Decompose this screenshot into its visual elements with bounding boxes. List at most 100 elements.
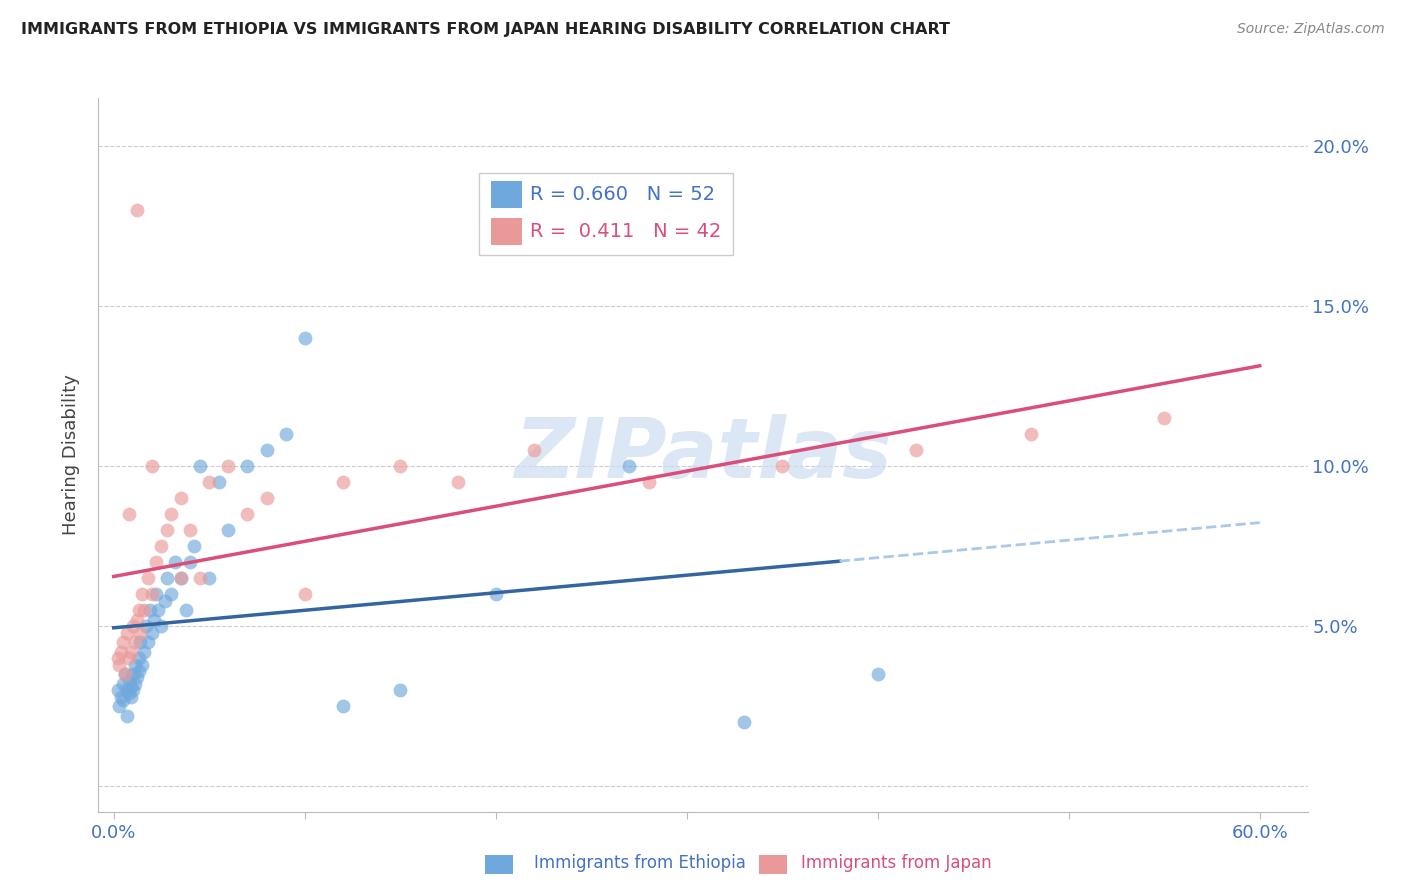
Point (294, 331, 316, 345)
Point (125, 670, 148, 684)
Text: Source: ZipAtlas.com: Source: ZipAtlas.com (1237, 22, 1385, 37)
Point (904, 443, 927, 458)
Point (160, 507, 183, 521)
Point (179, 523, 201, 537)
Point (274, 427, 297, 442)
Point (114, 667, 136, 681)
Point (134, 645, 156, 659)
Point (120, 645, 142, 659)
Point (332, 699, 354, 714)
Point (169, 571, 191, 585)
Point (389, 459, 412, 474)
Point (142, 613, 165, 627)
Point (1019, 427, 1042, 442)
Point (136, 571, 159, 585)
Point (136, 635, 159, 649)
Text: Immigrants from Ethiopia: Immigrants from Ethiopia (534, 855, 747, 872)
Point (112, 677, 135, 691)
Point (107, 651, 129, 665)
Point (115, 683, 138, 698)
Text: ZIPatlas: ZIPatlas (515, 415, 891, 495)
Point (125, 203, 148, 218)
Point (169, 491, 191, 505)
Point (332, 475, 354, 489)
Point (121, 683, 143, 698)
Point (108, 699, 131, 714)
Point (141, 587, 163, 601)
Point (163, 555, 186, 569)
Point (523, 443, 546, 458)
Point (150, 619, 173, 633)
Point (236, 459, 259, 474)
Point (134, 603, 156, 617)
Point (145, 555, 167, 569)
Point (150, 539, 173, 553)
Point (124, 677, 146, 691)
Point (118, 686, 141, 700)
Point (637, 475, 659, 489)
Point (141, 625, 163, 640)
Point (485, 587, 508, 601)
Point (198, 571, 221, 585)
Point (294, 587, 316, 601)
Point (120, 690, 142, 704)
Point (389, 683, 412, 698)
Text: Immigrants from Japan: Immigrants from Japan (801, 855, 993, 872)
Point (1153, 411, 1175, 425)
Point (112, 635, 135, 649)
Point (118, 673, 141, 688)
Point (145, 587, 167, 601)
Point (208, 475, 231, 489)
Point (118, 507, 141, 521)
Point (129, 625, 152, 640)
Point (118, 651, 141, 665)
Point (183, 539, 205, 553)
Point (121, 619, 143, 633)
Point (188, 459, 211, 474)
Point (121, 667, 143, 681)
FancyBboxPatch shape (492, 181, 522, 209)
Point (198, 475, 221, 489)
Point (110, 645, 132, 659)
Point (256, 443, 278, 458)
Point (128, 603, 150, 617)
Point (107, 683, 129, 698)
Point (139, 603, 162, 617)
Point (146, 603, 169, 617)
Text: R =  0.411   N = 42: R = 0.411 N = 42 (530, 222, 721, 241)
Point (114, 667, 136, 681)
Point (135, 619, 157, 633)
Point (217, 523, 239, 537)
Point (156, 523, 179, 537)
Point (124, 657, 146, 672)
Point (141, 459, 163, 474)
Point (179, 555, 201, 569)
Point (446, 475, 468, 489)
Point (131, 587, 153, 601)
Text: R = 0.660   N = 52: R = 0.660 N = 52 (530, 186, 716, 204)
Y-axis label: Hearing Disability: Hearing Disability (62, 375, 80, 535)
Point (110, 690, 132, 704)
FancyBboxPatch shape (479, 173, 734, 255)
Point (866, 667, 889, 681)
Point (619, 459, 641, 474)
Point (174, 603, 197, 617)
Point (120, 680, 142, 694)
Point (129, 635, 152, 649)
Point (112, 692, 135, 706)
Point (236, 507, 259, 521)
Point (125, 613, 148, 627)
Point (108, 657, 131, 672)
Point (115, 625, 138, 640)
Point (128, 651, 150, 665)
Point (160, 587, 183, 601)
Point (124, 635, 146, 649)
Point (155, 593, 177, 607)
Point (256, 491, 278, 505)
Point (770, 459, 793, 474)
FancyBboxPatch shape (492, 219, 522, 245)
Text: IMMIGRANTS FROM ETHIOPIA VS IMMIGRANTS FROM JAPAN HEARING DISABILITY CORRELATION: IMMIGRANTS FROM ETHIOPIA VS IMMIGRANTS F… (21, 22, 950, 37)
Point (128, 664, 150, 678)
Point (131, 657, 153, 672)
Point (733, 715, 755, 730)
